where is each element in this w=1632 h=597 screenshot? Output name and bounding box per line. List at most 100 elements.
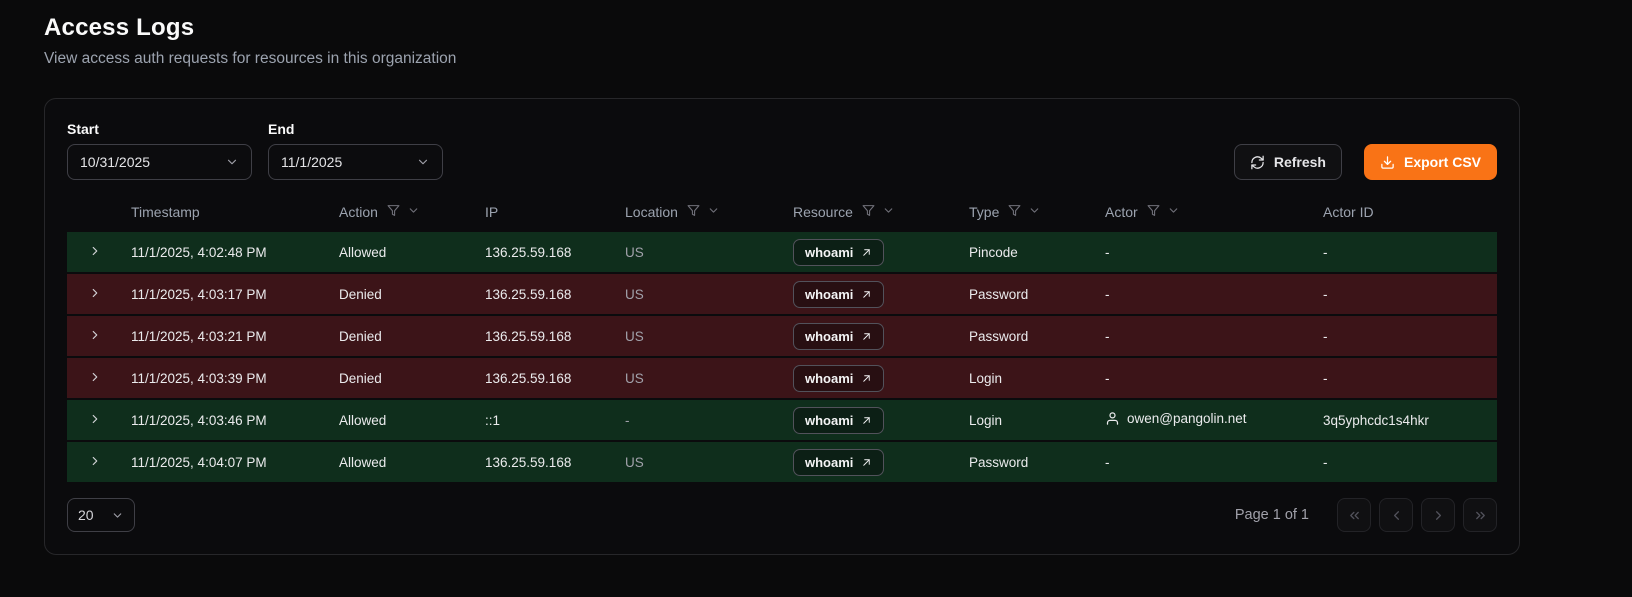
filter-icon[interactable] xyxy=(687,204,700,220)
timestamp-cell: 11/1/2025, 4:03:39 PM xyxy=(123,358,331,398)
expand-column-header xyxy=(67,198,123,230)
ip-cell: 136.25.59.168 xyxy=(477,232,617,272)
last-page-button[interactable] xyxy=(1463,498,1497,532)
resource-link-button[interactable]: whoami xyxy=(793,448,885,476)
actor-cell: - xyxy=(1097,232,1315,272)
chevron-right-icon[interactable] xyxy=(88,328,102,342)
page-title: Access Logs xyxy=(44,14,195,41)
chevron-down-icon[interactable] xyxy=(1167,204,1180,220)
access-logs-table: Timestamp Action IP Location xyxy=(67,196,1497,484)
external-link-icon xyxy=(861,247,872,258)
table-row[interactable]: 11/1/2025, 4:02:48 PM Allowed 136.25.59.… xyxy=(67,232,1497,272)
user-icon xyxy=(1105,411,1120,426)
table-header-row: Timestamp Action IP Location xyxy=(67,198,1497,230)
location-cell: US xyxy=(617,274,785,314)
chevron-right-icon[interactable] xyxy=(88,454,102,468)
external-link-icon xyxy=(861,289,872,300)
chevron-right-icon[interactable] xyxy=(88,244,102,258)
start-date-select[interactable]: 10/31/2025 xyxy=(67,144,252,180)
resource-cell: whoami xyxy=(785,232,961,272)
resource-cell: whoami xyxy=(785,274,961,314)
external-link-icon xyxy=(861,373,872,384)
timestamp-cell: 11/1/2025, 4:03:17 PM xyxy=(123,274,331,314)
location-cell: US xyxy=(617,442,785,482)
filters-row: Start 10/31/2025 End 11/1/2025 xyxy=(67,121,1497,180)
resource-link-button[interactable]: whoami xyxy=(793,406,885,434)
column-header-action: Action xyxy=(331,198,477,230)
refresh-icon xyxy=(1250,155,1265,170)
page-size-select[interactable]: 20 xyxy=(67,498,135,532)
actor-cell: - xyxy=(1097,442,1315,482)
resource-cell: whoami xyxy=(785,358,961,398)
location-cell: US xyxy=(617,232,785,272)
resource-link-button[interactable]: whoami xyxy=(793,238,885,266)
filter-icon[interactable] xyxy=(862,204,875,220)
external-link-icon xyxy=(861,457,872,468)
filter-icon[interactable] xyxy=(1008,204,1021,220)
location-cell: - xyxy=(617,400,785,440)
column-header-resource: Resource xyxy=(785,198,961,230)
resource-link-button[interactable]: whoami xyxy=(793,280,885,308)
access-logs-page: Access Logs View access auth requests fo… xyxy=(44,14,1520,555)
chevron-down-icon[interactable] xyxy=(407,204,420,220)
timestamp-cell: 11/1/2025, 4:03:21 PM xyxy=(123,316,331,356)
table-row[interactable]: 11/1/2025, 4:03:21 PM Denied 136.25.59.1… xyxy=(67,316,1497,356)
ip-cell: 136.25.59.168 xyxy=(477,274,617,314)
download-icon xyxy=(1380,155,1395,170)
timestamp-cell: 11/1/2025, 4:02:48 PM xyxy=(123,232,331,272)
first-page-button[interactable] xyxy=(1337,498,1371,532)
ip-cell: 136.25.59.168 xyxy=(477,316,617,356)
actor-id-cell: - xyxy=(1315,358,1497,398)
type-cell: Password xyxy=(961,442,1097,482)
refresh-button[interactable]: Refresh xyxy=(1233,144,1342,180)
actor-id-cell: 3q5yphcdc1s4hkr xyxy=(1315,400,1497,440)
type-cell: Password xyxy=(961,316,1097,356)
chevron-right-icon xyxy=(1431,508,1446,523)
end-date-select[interactable]: 11/1/2025 xyxy=(268,144,443,180)
type-cell: Pincode xyxy=(961,232,1097,272)
table-row[interactable]: 11/1/2025, 4:03:39 PM Denied 136.25.59.1… xyxy=(67,358,1497,398)
export-csv-button[interactable]: Export CSV xyxy=(1363,144,1497,180)
actor-cell: - xyxy=(1097,316,1315,356)
resource-cell: whoami xyxy=(785,442,961,482)
resource-link-button[interactable]: whoami xyxy=(793,322,885,350)
column-header-type: Type xyxy=(961,198,1097,230)
chevrons-right-icon xyxy=(1473,508,1488,523)
column-header-actor-id: Actor ID xyxy=(1323,204,1374,220)
filter-icon[interactable] xyxy=(387,204,400,220)
start-date-value: 10/31/2025 xyxy=(80,154,151,170)
chevron-right-icon[interactable] xyxy=(88,412,102,426)
location-cell: US xyxy=(617,358,785,398)
chevrons-left-icon xyxy=(1347,508,1362,523)
next-page-button[interactable] xyxy=(1421,498,1455,532)
pagination-bar: 20 Page 1 of 1 xyxy=(67,498,1497,532)
end-date-label: End xyxy=(268,121,295,137)
table-row[interactable]: 11/1/2025, 4:03:17 PM Denied 136.25.59.1… xyxy=(67,274,1497,314)
column-header-location: Location xyxy=(617,198,785,230)
table-row[interactable]: 11/1/2025, 4:04:07 PM Allowed 136.25.59.… xyxy=(67,442,1497,482)
previous-page-button[interactable] xyxy=(1379,498,1413,532)
chevron-down-icon[interactable] xyxy=(1028,204,1041,220)
action-cell: Denied xyxy=(331,358,477,398)
chevron-down-icon[interactable] xyxy=(882,204,895,220)
filter-icon[interactable] xyxy=(1147,204,1160,220)
page-size-value: 20 xyxy=(78,507,94,523)
column-header-actor: Actor xyxy=(1097,198,1315,230)
actor-cell: owen@pangolin.net xyxy=(1097,400,1315,440)
chevron-right-icon[interactable] xyxy=(88,286,102,300)
action-cell: Allowed xyxy=(331,232,477,272)
action-cell: Allowed xyxy=(331,442,477,482)
actor-id-cell: - xyxy=(1315,316,1497,356)
external-link-icon xyxy=(861,415,872,426)
start-date-label: Start xyxy=(67,121,99,137)
chevron-down-icon[interactable] xyxy=(707,204,720,220)
timestamp-cell: 11/1/2025, 4:03:46 PM xyxy=(123,400,331,440)
ip-cell: 136.25.59.168 xyxy=(477,358,617,398)
logs-card: Start 10/31/2025 End 11/1/2025 xyxy=(44,98,1520,555)
ip-cell: ::1 xyxy=(477,400,617,440)
chevron-right-icon[interactable] xyxy=(88,370,102,384)
actor-cell: - xyxy=(1097,358,1315,398)
action-cell: Allowed xyxy=(331,400,477,440)
table-row[interactable]: 11/1/2025, 4:03:46 PM Allowed ::1 - whoa… xyxy=(67,400,1497,440)
resource-link-button[interactable]: whoami xyxy=(793,364,885,392)
